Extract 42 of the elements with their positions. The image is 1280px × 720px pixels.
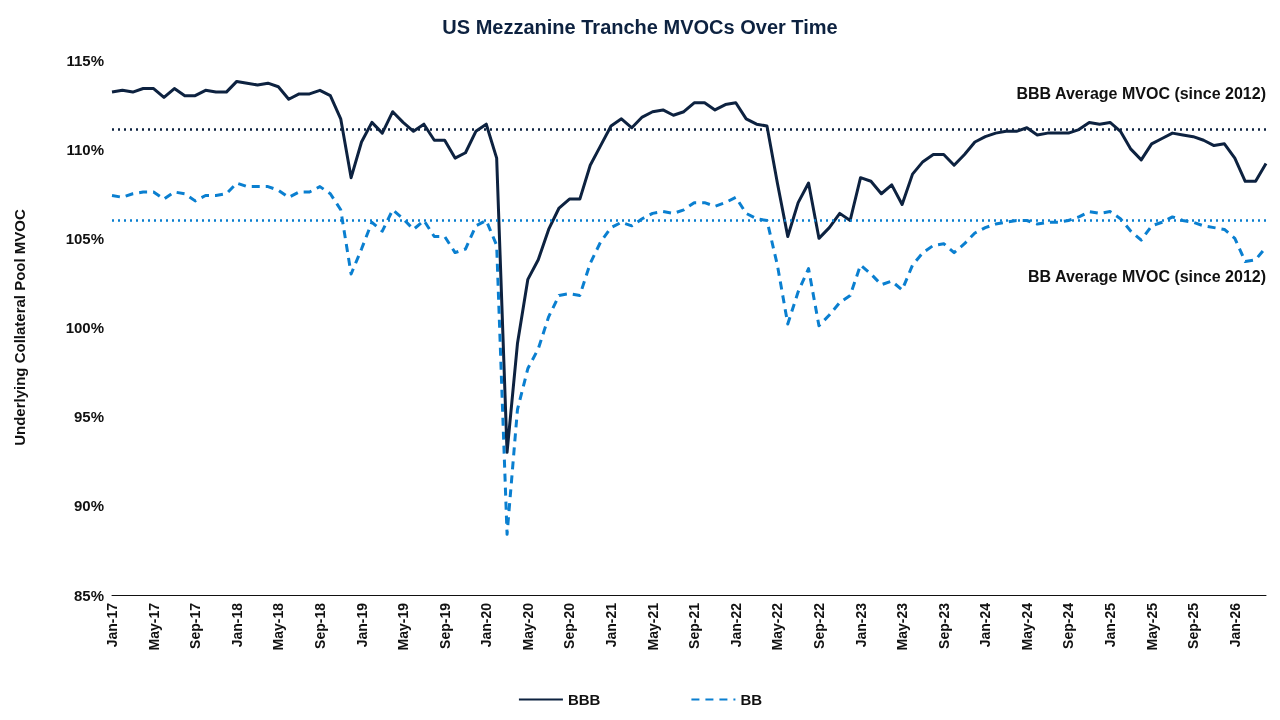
x-tick-label: Sep-19 <box>436 602 453 649</box>
x-tick-label: May-21 <box>644 602 661 651</box>
x-tick-label: Jan-19 <box>353 602 370 648</box>
x-tick-label: May-25 <box>1143 602 1160 651</box>
x-tick-label: May-20 <box>519 602 536 651</box>
ref-line-label: BB Average MVOC (since 2012) <box>1027 268 1266 285</box>
x-tick-label: Sep-21 <box>686 602 703 649</box>
y-tick-label: 90% <box>73 497 104 515</box>
x-tick-label: May-19 <box>395 602 412 651</box>
x-tick-label: Sep-22 <box>810 602 827 649</box>
y-tick-label: 95% <box>73 408 104 426</box>
ref-line-label: BBB Average MVOC (since 2012) <box>1016 85 1266 103</box>
x-tick-label: May-18 <box>270 602 287 651</box>
y-axis-title: Underlying Collateral Pool MVOC <box>11 208 28 446</box>
x-tick-label: Sep-20 <box>561 602 578 649</box>
x-tick-label: May-17 <box>145 602 162 651</box>
x-tick-label: Jan-24 <box>977 602 994 648</box>
y-tick-label: 115% <box>66 51 104 69</box>
x-tick-label: Sep-25 <box>1185 602 1202 649</box>
x-tick-label: Sep-18 <box>311 602 328 649</box>
y-tick-label: 100% <box>65 319 104 336</box>
legend-label: BBB <box>567 691 601 708</box>
chart-title: US Mezzanine Tranche MVOCs Over Time <box>442 16 838 38</box>
y-tick-label: 110% <box>66 140 104 158</box>
x-tick-label: Jan-23 <box>852 602 869 648</box>
x-tick-label: Jan-18 <box>228 602 245 648</box>
legend-label: BB <box>740 691 763 708</box>
x-tick-label: May-23 <box>894 602 911 651</box>
x-tick-label: Jan-26 <box>1226 602 1243 648</box>
x-tick-label: Jan-17 <box>104 602 120 648</box>
y-tick-label: 85% <box>73 586 104 604</box>
x-tick-label: Jan-22 <box>727 602 744 648</box>
x-tick-label: Sep-17 <box>187 602 204 649</box>
y-tick-label: 105% <box>65 229 104 247</box>
x-tick-label: Jan-25 <box>1102 602 1119 648</box>
x-tick-label: Jan-21 <box>603 602 620 648</box>
line-series <box>110 79 1268 454</box>
x-tick-label: Sep-24 <box>1060 602 1077 649</box>
x-tick-label: May-24 <box>1018 602 1035 651</box>
x-tick-label: Sep-23 <box>935 602 952 649</box>
x-tick-label: May-22 <box>769 602 786 651</box>
x-tick-label: Jan-20 <box>478 602 495 648</box>
